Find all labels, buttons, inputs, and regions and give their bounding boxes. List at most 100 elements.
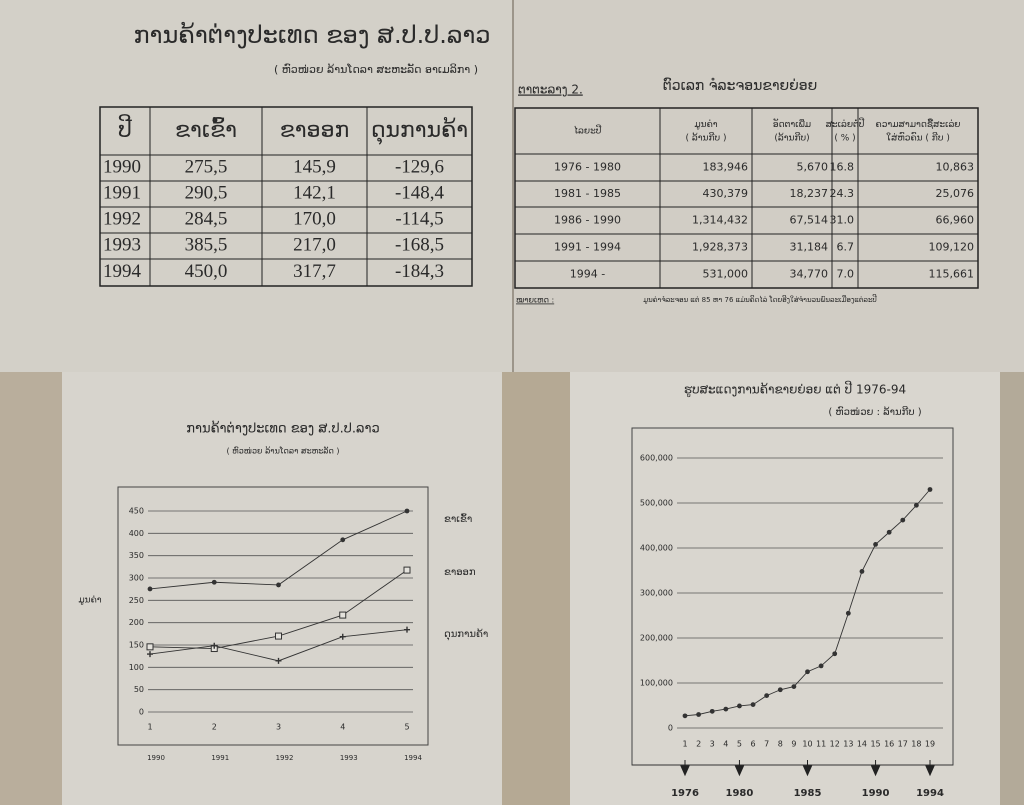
chart-title: ຮູບສະແດງການຄ້າຂາຍຍ່ອຍ ແຕ່ ປີ 1976-94 bbox=[684, 380, 906, 397]
marker bbox=[211, 642, 218, 649]
y-tick-label: 600,000 bbox=[640, 454, 673, 463]
x-tick-label: 10 bbox=[802, 740, 812, 749]
y-tick-label: 150 bbox=[129, 641, 144, 650]
x-year-label: 1994 bbox=[404, 754, 422, 762]
plot-frame bbox=[117, 486, 429, 746]
table-cell: 6.7 bbox=[837, 241, 855, 254]
x-tick-label: 1 bbox=[147, 723, 152, 732]
table-frame bbox=[99, 106, 473, 287]
x-tick-label: 4 bbox=[340, 723, 345, 732]
marker bbox=[404, 508, 410, 514]
marker bbox=[696, 712, 702, 717]
table-header-cell: ສະເລ່ຍຕໍ່ປີ bbox=[826, 118, 865, 130]
marker bbox=[832, 651, 838, 657]
table-cell: 450,0 bbox=[185, 261, 228, 282]
x-year-label: 1991 bbox=[211, 754, 229, 762]
table-cell: 1,928,373 bbox=[692, 241, 748, 254]
table-cell: 115,661 bbox=[929, 268, 975, 281]
table-header-cell: ຂາເຂົ້າ bbox=[175, 118, 237, 143]
x-tick-label: 6 bbox=[751, 740, 756, 749]
y-tick-label: 0 bbox=[668, 724, 673, 733]
table-cell: 1991 bbox=[103, 182, 141, 203]
table-cell: 25,076 bbox=[936, 187, 975, 200]
year-arrow bbox=[734, 760, 745, 777]
edge-left bbox=[0, 372, 62, 805]
year-arrow bbox=[870, 760, 881, 777]
x-tick-label: 2 bbox=[696, 740, 701, 749]
table-cell: 5,670 bbox=[797, 161, 829, 174]
table-cell: 67,514 bbox=[790, 214, 829, 227]
marker bbox=[805, 669, 810, 675]
marker bbox=[339, 633, 346, 640]
marker bbox=[859, 569, 865, 574]
year-label: 1980 bbox=[726, 788, 754, 799]
marker bbox=[147, 651, 153, 658]
table-cell: 284,5 bbox=[185, 208, 228, 229]
marker bbox=[147, 586, 153, 592]
table-cell: 1991 - 1994 bbox=[554, 241, 621, 254]
y-tick-label: 450 bbox=[129, 507, 144, 516]
x-tick-label: 5 bbox=[404, 723, 409, 732]
x-tick-label: 12 bbox=[830, 740, 840, 749]
y-tick-label: 100 bbox=[129, 663, 144, 672]
table-header-cell: ປີ bbox=[118, 114, 132, 143]
table-header-cell: ( % ) bbox=[834, 133, 855, 143]
table-header-cell: ມູນຄ່າ bbox=[694, 119, 717, 130]
y-tick-label: 300 bbox=[129, 574, 144, 583]
marker bbox=[737, 703, 742, 709]
marker bbox=[791, 684, 797, 689]
page-title: ການຄ້າຕ່າງປະເທດ ຂອງ ສ.ປ.ປ.ລາວ bbox=[133, 21, 490, 49]
marker bbox=[339, 611, 347, 619]
table-cell: -168,5 bbox=[395, 234, 444, 255]
marker bbox=[927, 487, 933, 492]
marker bbox=[723, 706, 729, 712]
edge-right bbox=[1000, 372, 1024, 805]
table-cell: 1993 bbox=[103, 234, 141, 255]
x-tick-label: 9 bbox=[791, 740, 796, 749]
table-cell: 1994 bbox=[103, 261, 142, 282]
x-tick-label: 3 bbox=[710, 740, 715, 749]
x-tick-label: 16 bbox=[884, 740, 894, 749]
table-header-cell: ອັດຕາເພີ່ມ bbox=[773, 119, 812, 130]
table-frame bbox=[514, 107, 979, 289]
edge-middle bbox=[502, 372, 570, 805]
marker bbox=[275, 657, 282, 664]
y-tick-label: 400 bbox=[129, 529, 144, 538]
y-tick-label: 500,000 bbox=[640, 499, 673, 508]
table-cell: 109,120 bbox=[929, 241, 975, 254]
table-cell: 430,379 bbox=[703, 187, 749, 200]
table-cell: 142,1 bbox=[293, 182, 336, 203]
table-cell: 24.3 bbox=[830, 187, 855, 200]
note-label: ໝາຍເຫດ : bbox=[516, 296, 554, 305]
x-tick-label: 13 bbox=[843, 740, 853, 749]
marker bbox=[913, 502, 919, 508]
x-tick-label: 19 bbox=[925, 740, 935, 749]
year-label: 1990 bbox=[862, 788, 890, 799]
table-cell: 317,7 bbox=[293, 261, 336, 282]
series-label: ຂາເຂົ້າ bbox=[444, 512, 472, 525]
marker bbox=[709, 708, 715, 714]
y-tick-label: 200 bbox=[129, 618, 144, 627]
paper-top-left bbox=[0, 0, 512, 372]
x-tick-label: 17 bbox=[898, 740, 908, 749]
x-tick-label: 15 bbox=[870, 740, 880, 749]
x-tick-label: 7 bbox=[764, 740, 769, 749]
y-tick-label: 0 bbox=[139, 708, 144, 717]
table-cell: 1,314,432 bbox=[692, 214, 748, 227]
marker bbox=[276, 582, 281, 588]
marker bbox=[764, 693, 770, 698]
table-cell: 1990 bbox=[103, 156, 141, 177]
year-label: 1994 bbox=[916, 788, 944, 799]
marker bbox=[818, 663, 824, 669]
table-cell: 1986 - 1990 bbox=[554, 214, 621, 227]
table-cell: 16.8 bbox=[830, 161, 855, 174]
x-year-label: 1990 bbox=[147, 754, 165, 762]
x-tick-label: 2 bbox=[212, 723, 217, 732]
series-label: ດຸນການຄ້າ bbox=[444, 628, 488, 641]
marker bbox=[682, 713, 688, 719]
marker bbox=[340, 537, 346, 543]
marker bbox=[211, 579, 217, 585]
x-tick-label: 8 bbox=[778, 740, 783, 749]
table-header-cell: ໄລຍະປີ bbox=[574, 124, 602, 136]
table-cell: 275,5 bbox=[185, 156, 228, 177]
